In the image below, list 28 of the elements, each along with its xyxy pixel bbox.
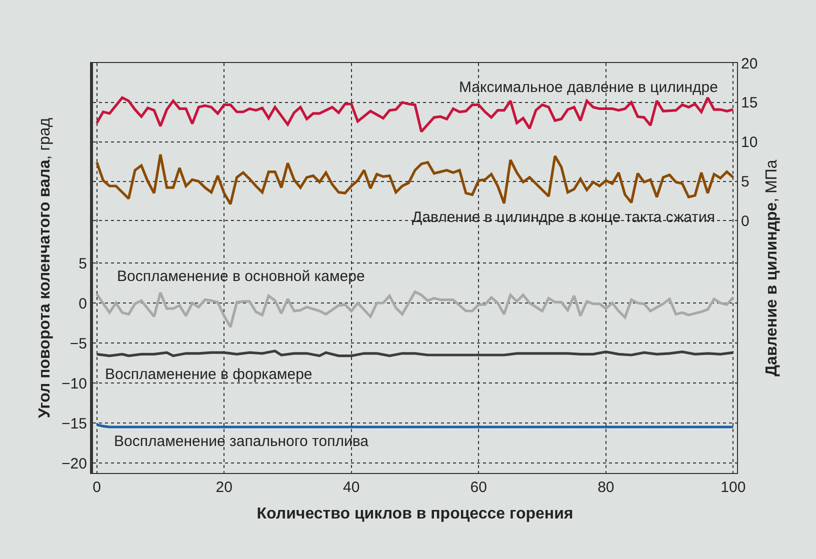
y-tick-label: −20 (62, 455, 87, 472)
y-tick-label: 0 (78, 295, 87, 312)
x-tick-label: 60 (470, 479, 487, 496)
y-tick-label: −10 (62, 375, 87, 392)
x-tick-label: 80 (598, 479, 614, 496)
series-label: Давление в цилиндре в конце такта сжатия (412, 209, 716, 226)
line-series (96, 290, 734, 328)
y-tick-label: 5 (78, 255, 87, 272)
x-axis-title: Количество циклов в процессе горения (256, 506, 574, 523)
series-label: Воспламенение в основной камере (117, 268, 365, 285)
y-axis-title: Угол поворота коленчатого вала, град (36, 117, 54, 418)
y2-tick-label: 15 (741, 94, 758, 112)
line-series (96, 153, 734, 206)
y2-tick-label: 0 (741, 212, 750, 230)
series-label: Воспламенение в форкамере (105, 366, 312, 383)
line-series (96, 96, 734, 133)
y2-tick-label: 5 (741, 174, 750, 191)
x-tick-label: 0 (92, 479, 101, 496)
x-tick-label: 40 (343, 479, 360, 496)
y-tick-label: −15 (62, 415, 87, 432)
y2-tick-label: 10 (741, 134, 758, 152)
y2-axis-title: Давление в цилиндре, МПа (763, 160, 780, 376)
y-tick-label: −5 (70, 335, 87, 352)
y2-tick-label: 20 (741, 55, 758, 72)
series-label: Максимальное давление в цилиндре (459, 79, 718, 96)
x-tick-label: 100 (720, 479, 746, 496)
series-label: Воспламенение запального топлива (114, 433, 370, 450)
x-tick-label: 20 (216, 479, 232, 496)
